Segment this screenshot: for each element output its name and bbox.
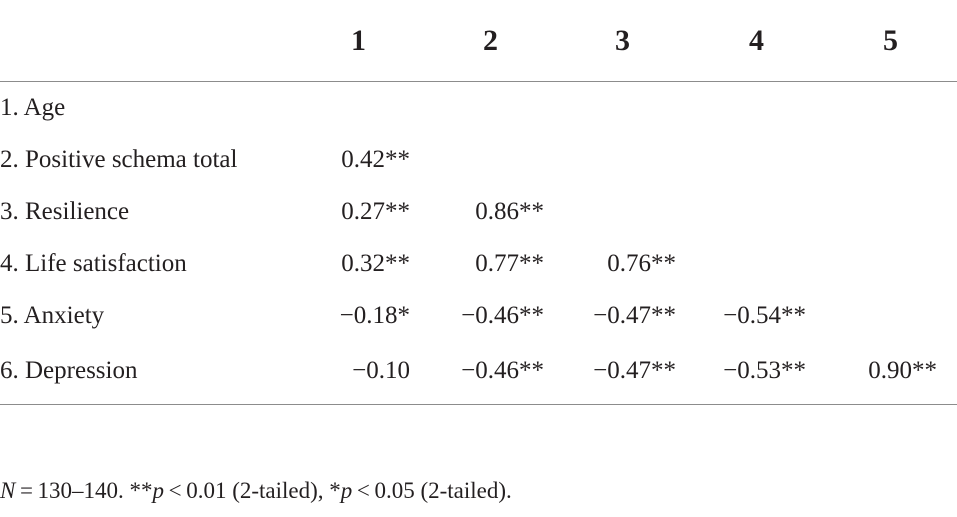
cell <box>425 82 557 135</box>
cell <box>690 134 822 186</box>
cell: −0.46** <box>461 302 544 329</box>
header-row: 1 2 3 4 5 <box>0 0 957 82</box>
note-p-symbol: p <box>152 478 165 503</box>
table-row: 6. Depression −0.10 −0.46** −0.47** −0.5… <box>0 342 957 405</box>
cell: 0.77** <box>475 250 544 277</box>
row-label: 6. Depression <box>0 342 300 405</box>
cell: −0.47** <box>593 302 676 329</box>
cell: 0.86** <box>475 198 544 225</box>
table-row: 2. Positive schema total 0.42** <box>0 134 957 186</box>
cell <box>557 186 690 238</box>
cell <box>300 82 425 135</box>
header-cell-3: 3 <box>557 0 690 82</box>
cell <box>690 238 822 290</box>
cell: −0.54** <box>723 302 806 329</box>
cell <box>557 82 690 135</box>
correlation-table: 1 2 3 4 5 1. Age 2. Positive schema tota… <box>0 0 957 405</box>
cell <box>690 186 822 238</box>
row-label: 2. Positive schema total <box>0 146 238 173</box>
cell: 0.32** <box>341 250 410 277</box>
table-row: 1. Age <box>0 82 957 135</box>
cell: −0.18* <box>339 302 410 329</box>
cell <box>822 186 957 238</box>
header-cell-2: 2 <box>425 0 557 82</box>
header-cell-5: 5 <box>822 0 957 82</box>
note-p2-text: < 0.05 (2-tailed). <box>352 478 512 503</box>
header-cell-4: 4 <box>690 0 822 82</box>
cell <box>822 238 957 290</box>
row-label: 3. Resilience <box>0 198 130 225</box>
cell <box>822 82 957 135</box>
cell: −0.47** <box>557 342 690 405</box>
table-row: 4. Life satisfaction 0.32** 0.77** 0.76*… <box>0 238 957 290</box>
row-label: 5. Anxiety <box>0 302 105 329</box>
table-body: 1. Age 2. Positive schema total 0.42** 3… <box>0 82 957 405</box>
cell <box>822 290 957 342</box>
cell: 0.27** <box>341 198 410 225</box>
row-label: 4. Life satisfaction <box>0 250 187 277</box>
row-label: 1. Age <box>0 94 66 121</box>
table-row: 3. Resilience 0.27** 0.86** <box>0 186 957 238</box>
cell: −0.46** <box>425 342 557 405</box>
table-footnote: N = 130–140. **p < 0.01 (2-tailed), *p <… <box>0 478 512 504</box>
cell: 0.90** <box>822 342 957 405</box>
header-cell-1: 1 <box>300 0 425 82</box>
cell <box>690 82 822 135</box>
cell: −0.53** <box>690 342 822 405</box>
note-p-symbol: p <box>340 478 353 503</box>
cell <box>822 134 957 186</box>
cell: 0.76** <box>607 250 676 277</box>
cell <box>557 134 690 186</box>
table-row: 5. Anxiety −0.18* −0.46** −0.47** −0.54*… <box>0 290 957 342</box>
table-header: 1 2 3 4 5 <box>0 0 957 82</box>
cell <box>425 134 557 186</box>
cell: 0.42** <box>341 146 410 173</box>
header-cell-empty <box>0 0 300 82</box>
note-n-text: = 130–140. ** <box>15 478 153 503</box>
cell: −0.10 <box>300 342 425 405</box>
note-p1-text: < 0.01 (2-tailed), * <box>164 478 341 503</box>
note-n-symbol: N <box>0 478 16 503</box>
